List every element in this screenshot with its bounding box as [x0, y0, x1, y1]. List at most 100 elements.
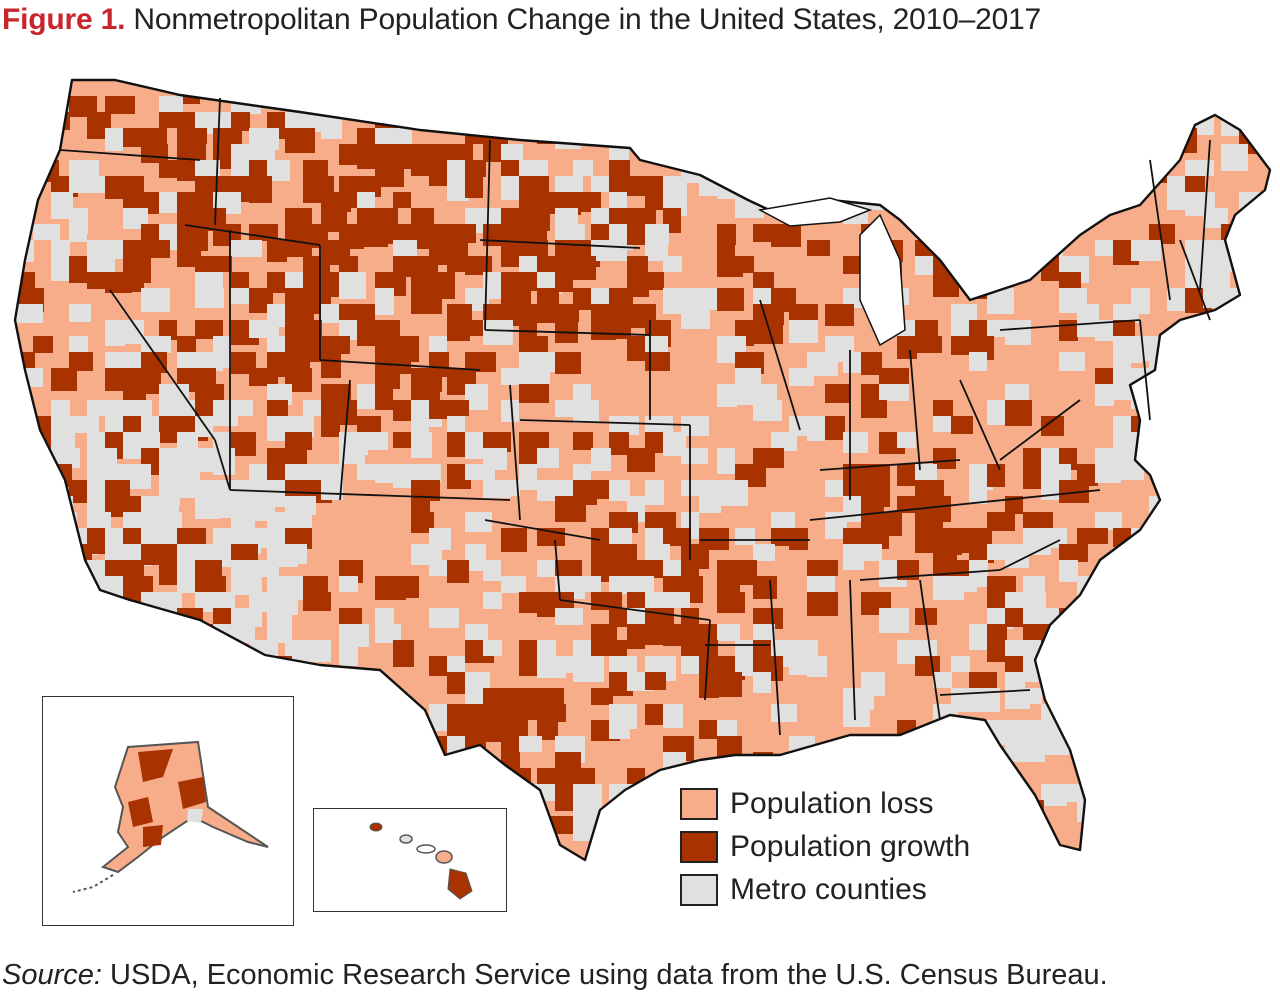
metro-county-cell — [141, 496, 162, 513]
growth-county-cell — [735, 560, 757, 585]
growth-county-cell — [159, 112, 182, 128]
metro-county-cell — [681, 448, 708, 464]
metro-county-cell — [69, 304, 91, 322]
growth-county-cell — [645, 272, 664, 290]
alaska-growth-south — [143, 825, 163, 847]
metro-county-cell — [411, 416, 429, 433]
growth-county-cell — [681, 624, 702, 640]
metro-county-cell — [123, 208, 148, 229]
state-border-line — [319, 359, 481, 371]
growth-county-cell — [897, 336, 917, 359]
metro-county-cell — [195, 288, 224, 308]
metro-county-cell — [573, 576, 601, 592]
growth-county-cell — [195, 320, 223, 339]
growth-county-cell — [717, 576, 740, 596]
growth-county-cell — [1059, 320, 1078, 341]
growth-county-cell — [501, 224, 520, 244]
growth-county-cell — [141, 240, 170, 258]
metro-county-cell — [735, 528, 755, 545]
metro-county-cell — [87, 400, 105, 416]
metro-county-cell — [69, 416, 99, 433]
metro-county-cell — [267, 608, 292, 625]
metro-county-cell — [195, 592, 215, 612]
growth-county-cell — [321, 336, 350, 354]
metro-county-cell — [231, 512, 255, 528]
growth-county-cell — [861, 528, 889, 549]
growth-county-cell — [501, 208, 519, 226]
growth-county-cell — [285, 432, 312, 450]
metro-county-cell — [951, 656, 970, 672]
growth-county-cell — [249, 368, 278, 386]
growth-county-cell — [537, 304, 555, 323]
metro-county-cell — [807, 416, 825, 441]
growth-county-cell — [987, 512, 1015, 531]
metro-county-cell — [105, 128, 123, 151]
growth-county-cell — [555, 240, 576, 257]
growth-county-cell — [501, 720, 528, 739]
growth-county-cell — [267, 400, 288, 420]
metro-county-cell — [645, 240, 668, 261]
growth-county-cell — [627, 624, 645, 649]
state-border-line — [769, 579, 781, 736]
growth-county-cell — [1077, 528, 1108, 544]
metro-county-cell — [267, 416, 290, 441]
growth-county-cell — [519, 448, 537, 465]
growth-county-cell — [447, 320, 470, 341]
growth-county-cell — [447, 704, 466, 722]
growth-county-cell — [375, 144, 398, 165]
metro-county-cell — [1023, 576, 1045, 592]
metro-county-cell — [51, 192, 73, 219]
growth-county-cell — [501, 704, 520, 722]
legend-item-loss: Population loss — [680, 782, 970, 825]
us-map — [0, 60, 1280, 940]
metro-county-cell — [1221, 144, 1248, 171]
growth-county-cell — [393, 576, 419, 598]
growth-county-cell — [285, 352, 310, 372]
metro-county-cell — [1131, 240, 1161, 261]
metro-county-cell — [411, 544, 442, 565]
growth-county-cell — [987, 640, 1008, 662]
figure-title: Figure 1. Nonmetropolitan Population Cha… — [2, 2, 1041, 38]
metro-county-cell — [105, 400, 128, 421]
growth-county-cell — [645, 704, 664, 725]
metro-county-cell — [555, 176, 583, 196]
metro-county-cell — [195, 272, 223, 288]
state-border-line — [229, 489, 511, 501]
growth-county-cell — [447, 560, 469, 583]
metro-county-cell — [159, 384, 189, 403]
growth-county-cell — [699, 672, 719, 698]
metro-county-cell — [573, 160, 593, 176]
growth-county-cell — [465, 720, 487, 741]
metro-county-cell — [159, 400, 178, 420]
growth-county-cell — [447, 224, 476, 243]
growth-county-cell — [213, 608, 234, 628]
growth-county-cell — [807, 240, 830, 256]
growth-county-cell — [123, 528, 145, 545]
state-border-line — [519, 419, 691, 426]
metro-county-cell — [519, 352, 539, 373]
metro-county-cell — [825, 480, 844, 497]
metro-county-cell — [429, 608, 459, 628]
metro-county-cell — [717, 480, 748, 506]
metro-county-cell — [339, 576, 358, 592]
hawaii-maui — [435, 850, 453, 864]
state-border-line — [214, 439, 231, 491]
metro-county-cell — [681, 416, 709, 436]
growth-county-cell — [591, 688, 613, 705]
growth-county-cell — [447, 256, 465, 272]
state-border-line — [919, 579, 941, 721]
metro-county-cell — [663, 704, 683, 728]
us-outline — [13, 78, 1272, 862]
metro-county-cell — [339, 448, 365, 464]
metro-county-cell — [177, 480, 195, 498]
metro-county-cell — [15, 304, 43, 323]
growth-county-cell — [249, 224, 278, 241]
metro-county-cell — [339, 320, 359, 340]
metro-county-cell — [1059, 560, 1078, 582]
growth-county-cell — [33, 336, 53, 353]
metro-county-cell — [591, 448, 611, 471]
hawaii-kauai — [369, 822, 383, 832]
growth-county-cell — [483, 688, 504, 709]
growth-county-cell — [717, 592, 745, 613]
metro-county-cell — [1203, 256, 1225, 276]
